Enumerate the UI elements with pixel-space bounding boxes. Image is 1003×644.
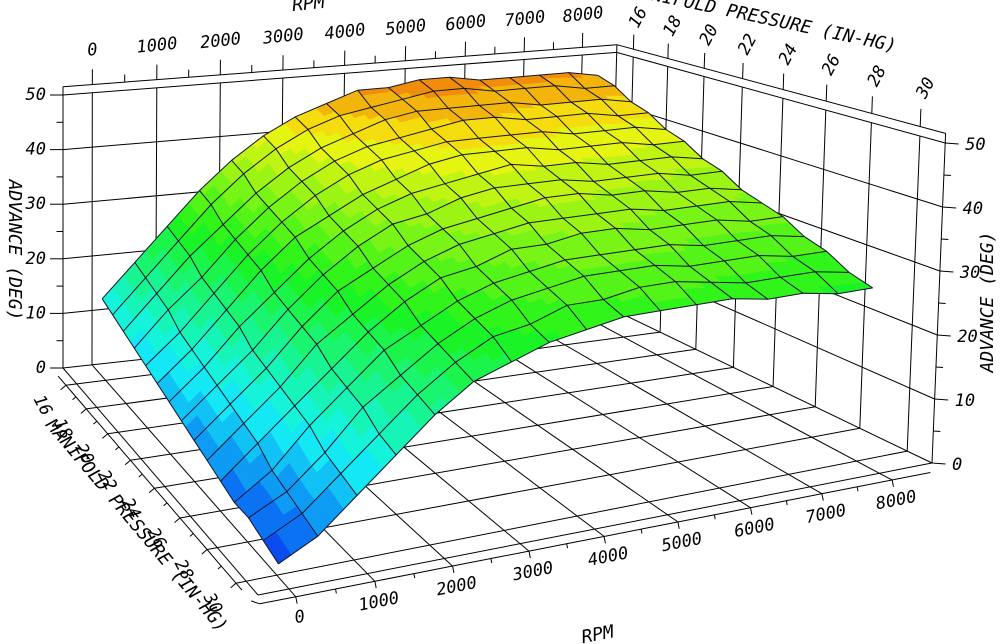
- rpm-bottom-tick-label-8: 8000: [874, 487, 918, 514]
- advance-axis-title-right: ADVANCE (DEG): [977, 232, 998, 374]
- rpm-bottom-tick-label-4: 4000: [586, 543, 630, 570]
- advance-right-tick-label-2: 20: [957, 327, 977, 347]
- advance-left-tick-label-0: 0: [36, 358, 46, 378]
- rpm-axis-title-top: RPM: [291, 0, 327, 16]
- map-bottom-tick-label-0: 16: [29, 392, 56, 419]
- map-top-tick-label-2: 20: [696, 21, 723, 48]
- rpm-bottom-tick-label-0: 0: [293, 607, 307, 629]
- map-top-tick-label-4: 24: [775, 41, 802, 68]
- rpm-bottom-tick-label-2: 2000: [435, 573, 479, 600]
- advance-right-tick-label-1: 10: [955, 391, 975, 411]
- rpm-bottom-tick-label-6: 6000: [732, 515, 776, 542]
- rpm-axis-title-bottom: RPM: [580, 621, 617, 644]
- map-top-tick-label-1: 18: [659, 12, 686, 39]
- advance-left-tick-label-1: 10: [26, 303, 46, 323]
- advance-left-tick-label-3: 30: [25, 194, 46, 214]
- map-top-tick-label-7: 30: [912, 74, 940, 102]
- surface-fill: [101, 72, 874, 565]
- rpm-bottom-tick-label-5: 5000: [660, 529, 704, 556]
- advance-axis-title-left: ADVANCE (DEG): [4, 179, 25, 321]
- advance-right-tick-label-3: 30: [959, 263, 980, 283]
- rpm-top-tick-label-3: 3000: [261, 25, 305, 49]
- rpm-bottom-tick-label-3: 3000: [510, 558, 555, 586]
- advance-right-tick-label-0: 0: [952, 455, 962, 475]
- right-advance-axis: 0 10 20 30 40 50 ADVANCE (DEG): [931, 133, 998, 475]
- map-top-tick-label-0: 16: [625, 4, 652, 31]
- advance-left-tick-label-4: 40: [26, 140, 46, 160]
- rpm-top-tick-label-1: 1000: [136, 34, 179, 58]
- surface-mesh: [101, 72, 873, 565]
- rpm-top-tick-label-5: 5000: [384, 16, 427, 40]
- rpm-bottom-tick-label-1: 1000: [357, 588, 401, 615]
- rpm-top-tick-label-6: 6000: [444, 11, 487, 35]
- advance-right-tick-label-4: 40: [963, 199, 983, 219]
- map-top-tick-label-3: 22: [734, 31, 761, 58]
- map-top-tick-label-5: 26: [818, 51, 845, 78]
- rpm-top-tick-label-0: 0: [86, 40, 98, 61]
- advance-left-tick-label-2: 20: [26, 249, 46, 269]
- advance-left-tick-label-5: 50: [26, 85, 46, 105]
- advance-right-tick-label-5: 50: [965, 135, 985, 155]
- rpm-top-tick-label-4: 4000: [324, 20, 367, 44]
- rpm-top-tick-label-7: 7000: [503, 7, 546, 31]
- left-advance-axis: 0 10 20 30 40 50 ADVANCE (DEG): [4, 85, 64, 378]
- rpm-top-tick-label-2: 2000: [199, 29, 242, 53]
- map-top-tick-label-6: 28: [864, 62, 891, 89]
- rpm-bottom-tick-label-7: 7000: [804, 501, 848, 528]
- rpm-top-tick-label-8: 8000: [562, 3, 605, 27]
